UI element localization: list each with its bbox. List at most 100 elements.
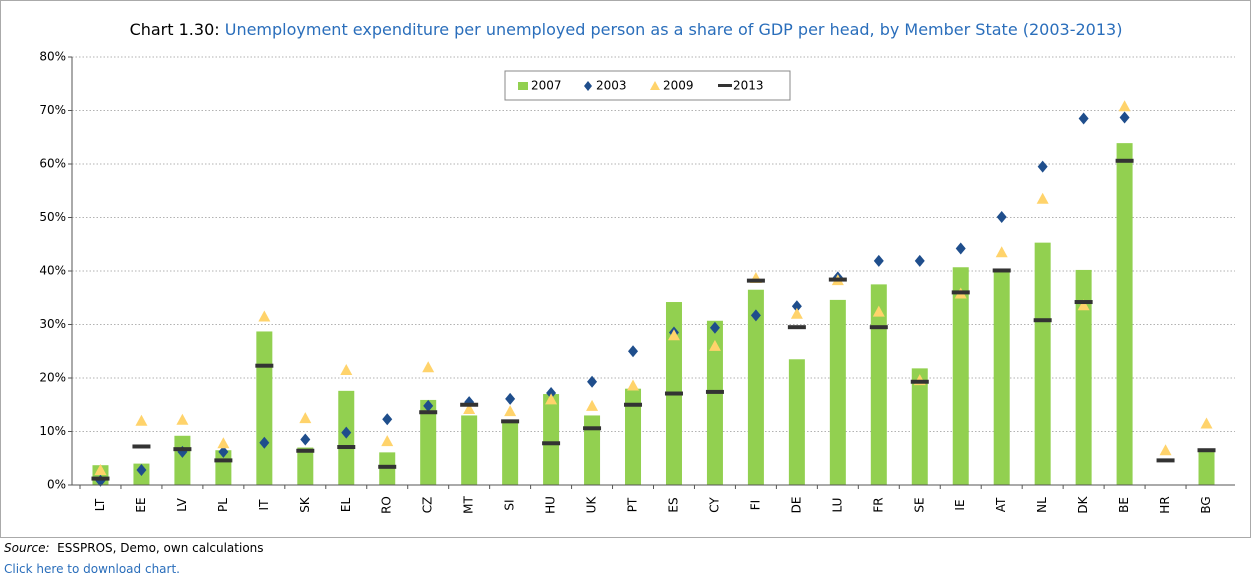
x-tick-label: DK (1076, 495, 1090, 513)
x-tick-label: RO (380, 496, 394, 514)
diamond-marker (218, 445, 229, 458)
diamond-marker (1119, 111, 1130, 124)
triangle-marker (586, 399, 599, 411)
y-tick-label: 70% (39, 103, 66, 117)
triangle-marker (627, 379, 640, 391)
diamond-marker (423, 399, 434, 412)
x-tick-label: MT (462, 495, 476, 513)
diamond-marker (300, 433, 311, 446)
triangle-marker (422, 361, 435, 373)
triangle-marker (667, 329, 680, 341)
triangle-marker (135, 414, 148, 426)
triangle-marker (1118, 100, 1131, 112)
diamond-marker (1037, 160, 1048, 173)
diamond-marker (382, 413, 393, 426)
bar (420, 399, 437, 485)
triangle-marker (1036, 192, 1049, 204)
bar (870, 284, 887, 485)
dash-marker (828, 277, 847, 282)
diamond-marker (955, 242, 966, 255)
x-tick-label: EL (339, 498, 353, 513)
legend-swatch (718, 84, 732, 87)
legend-label: 2013 (733, 79, 764, 93)
link-wrap: Click here to download chart. (4, 562, 180, 576)
bar (952, 267, 969, 485)
dash-marker (992, 268, 1011, 273)
triangle-marker (1077, 299, 1090, 311)
legend-label: 2009 (663, 79, 694, 93)
x-tick-label: ES (666, 497, 680, 512)
diamond-marker (750, 309, 761, 322)
x-tick-label: UK (585, 496, 599, 514)
y-tick-label: 0% (47, 478, 66, 492)
dash-marker (746, 278, 765, 283)
x-tick-label: FR (871, 497, 885, 512)
bar (706, 320, 723, 485)
chart: Chart 1.30: Unemployment expenditure per… (0, 0, 1251, 538)
source-label: Source: (4, 541, 50, 555)
dash-marker (378, 464, 397, 469)
diamond-marker (136, 464, 147, 477)
dash-marker (1074, 300, 1093, 305)
dash-marker (705, 389, 724, 394)
dash-marker (419, 410, 438, 415)
triangle-marker (258, 310, 271, 322)
dash-marker (624, 402, 643, 407)
diamond-marker (914, 254, 925, 267)
download-link[interactable]: Click here to download chart. (4, 562, 180, 576)
x-tick-label: LU (830, 498, 844, 513)
legend-label: 2007 (531, 79, 562, 93)
x-tick-label: HR (1158, 496, 1172, 513)
source-text: ESSPROS, Demo, own calculations (57, 541, 264, 555)
triangle-marker (463, 403, 476, 415)
triangle-marker (872, 305, 885, 317)
bar (174, 435, 191, 485)
triangle-marker (504, 405, 517, 417)
bar (461, 415, 478, 485)
triangle-marker (176, 413, 189, 425)
bar (829, 299, 846, 485)
bar (1116, 143, 1133, 485)
diamond-marker (259, 436, 270, 449)
x-tick-label: NL (1035, 497, 1049, 513)
dash-marker (1197, 448, 1216, 453)
dash-marker (664, 391, 683, 396)
bar (256, 331, 273, 485)
x-tick-label: HU (544, 496, 558, 514)
dash-marker (501, 419, 520, 424)
bar (993, 270, 1010, 485)
dash-marker (787, 325, 806, 330)
x-tick-label: CZ (421, 497, 435, 514)
dash-marker (951, 290, 970, 295)
x-tick-label: SI (503, 499, 517, 510)
triangle-marker (995, 246, 1008, 258)
y-tick-label: 20% (39, 371, 66, 385)
dash-marker (583, 426, 602, 431)
bar (1034, 242, 1051, 485)
dash-marker (91, 476, 110, 481)
diamond-marker (587, 375, 598, 388)
bar (502, 420, 519, 485)
dash-marker (255, 363, 274, 368)
x-tick-label: PT (626, 497, 640, 512)
diamond-marker (341, 426, 352, 439)
x-tick-label: IT (257, 499, 271, 511)
bar (1075, 269, 1092, 485)
y-tick-label: 10% (39, 424, 66, 438)
legend-swatch (518, 82, 528, 90)
dash-marker (1033, 318, 1052, 323)
bar (1198, 450, 1215, 485)
triangle-marker (708, 339, 721, 351)
triangle-marker (790, 307, 803, 319)
x-tick-label: AT (994, 497, 1008, 512)
triangle-marker (217, 437, 230, 449)
diamond-marker (791, 300, 802, 313)
dash-marker (910, 379, 929, 384)
diamond-marker (996, 210, 1007, 223)
x-tick-label: FI (748, 500, 762, 510)
triangle-marker (1200, 417, 1213, 429)
dash-marker (1156, 458, 1175, 463)
diamond-marker (873, 254, 884, 267)
diamond-marker (1078, 112, 1089, 125)
